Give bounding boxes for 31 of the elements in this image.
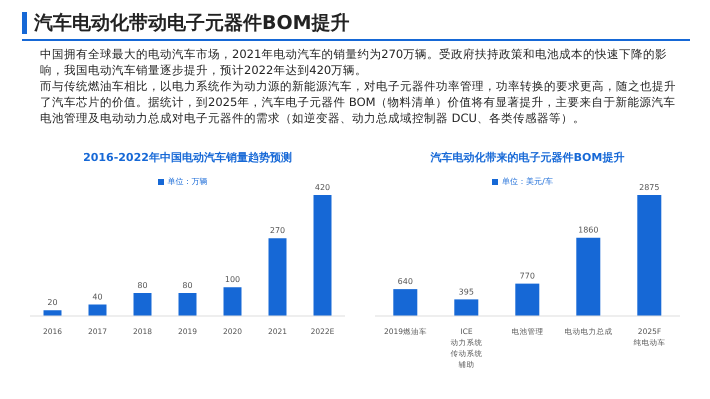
bar: [454, 299, 478, 316]
data-label: 80: [137, 280, 148, 290]
data-label: 2875: [639, 183, 660, 192]
data-label: 640: [398, 277, 413, 286]
data-label: 100: [224, 275, 240, 284]
data-label: 20: [47, 298, 58, 308]
bar: [393, 289, 418, 316]
bar: [576, 238, 600, 316]
chart-title: 2016-2022年中国电动汽车销量趋势预测: [82, 150, 293, 166]
bar: [314, 195, 332, 316]
text: 中国拥有全球最大的电动汽车市场，2021年电动汽车的销量约为270万辆。受政府扶持政策和电池成本的快速下降的影响，我国电动汽车销量逐步提升，预计2022年达到420万辆。: [40, 46, 668, 78]
text: 而与传统燃油车相比，以电力系统作为动力源的新能源汽车，对电子元器件功率管理，功率转换的要求更高，随之也提升了汽车芯片的价值。据统计，到2025年，汽车电子元器件 BOM（物料清单）价值将有显著提升，主要来自于新能源汽车电池管理及电动动力总成对电子元器件的需求（如逆变器、动力总成域控制器 DCU、各类传感器等）。: [40, 78, 677, 126]
bar: [178, 292, 196, 316]
data-label: 270: [270, 226, 286, 236]
data-label: 420: [314, 183, 330, 192]
text: 汽车电动化带动电子元器件BOM提升: [34, 11, 350, 36]
data-label: 395: [458, 287, 474, 296]
data-label: 1860: [578, 226, 598, 235]
legend-label: 单位：万辆: [168, 177, 208, 186]
data-label: 80: [182, 280, 193, 290]
data-label: 770: [520, 272, 535, 281]
data-label: 40: [92, 292, 103, 302]
bar: [44, 310, 62, 316]
bar: [268, 238, 286, 316]
bar: [134, 292, 152, 316]
bar: [88, 304, 106, 316]
bar: [637, 195, 662, 316]
bar: [224, 287, 242, 316]
chart-title: 汽车电动化带来的电子元器件BOM提升: [430, 150, 626, 166]
legend-label: 单位：美元/车: [502, 177, 553, 186]
bar: [515, 284, 540, 316]
